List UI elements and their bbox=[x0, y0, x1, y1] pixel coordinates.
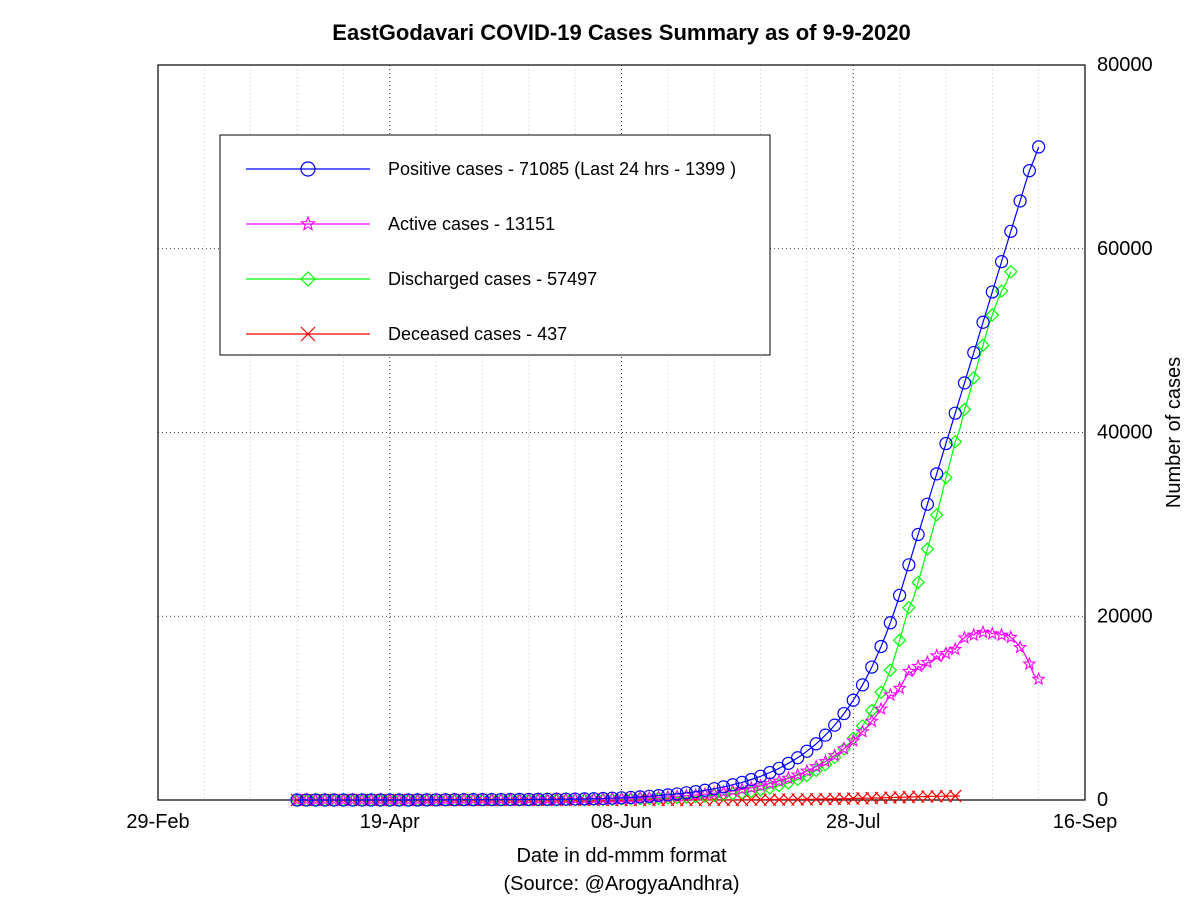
legend-label: Deceased cases - 437 bbox=[388, 324, 567, 344]
legend-label: Active cases - 13151 bbox=[388, 214, 555, 234]
y-tick-label: 0 bbox=[1097, 789, 1108, 811]
legend-label: Positive cases - 71085 (Last 24 hrs - 13… bbox=[388, 159, 736, 179]
x-tick-label: 19-Apr bbox=[360, 811, 420, 833]
x-axis-sublabel: (Source: @ArogyaAndhra) bbox=[504, 873, 740, 895]
x-axis-label: Date in dd-mmm format bbox=[516, 845, 726, 867]
y-tick-label: 40000 bbox=[1097, 422, 1153, 444]
chart-title: EastGodavari COVID-19 Cases Summary as o… bbox=[332, 20, 910, 45]
legend-label: Discharged cases - 57497 bbox=[388, 269, 597, 289]
chart-svg: 29-Feb 19-Apr 08-Jun 28-Jul 16-Sep0 20000 4000… bbox=[0, 0, 1200, 900]
x-tick-label: 16-Sep bbox=[1053, 811, 1118, 833]
chart-container: 29-Feb 19-Apr 08-Jun 28-Jul 16-Sep0 20000 4000… bbox=[0, 0, 1200, 900]
x-tick-label: 08-Jun bbox=[591, 811, 652, 833]
y-axis-label: Number of cases bbox=[1163, 357, 1185, 508]
x-tick-label: 28-Jul bbox=[826, 811, 880, 833]
y-tick-label: 80000 bbox=[1097, 54, 1153, 76]
x-tick-label: 29-Feb bbox=[126, 811, 189, 833]
legend: Positive cases - 71085 (Last 24 hrs - 13… bbox=[220, 135, 770, 355]
y-tick-label: 20000 bbox=[1097, 605, 1153, 627]
y-tick-label: 60000 bbox=[1097, 238, 1153, 260]
